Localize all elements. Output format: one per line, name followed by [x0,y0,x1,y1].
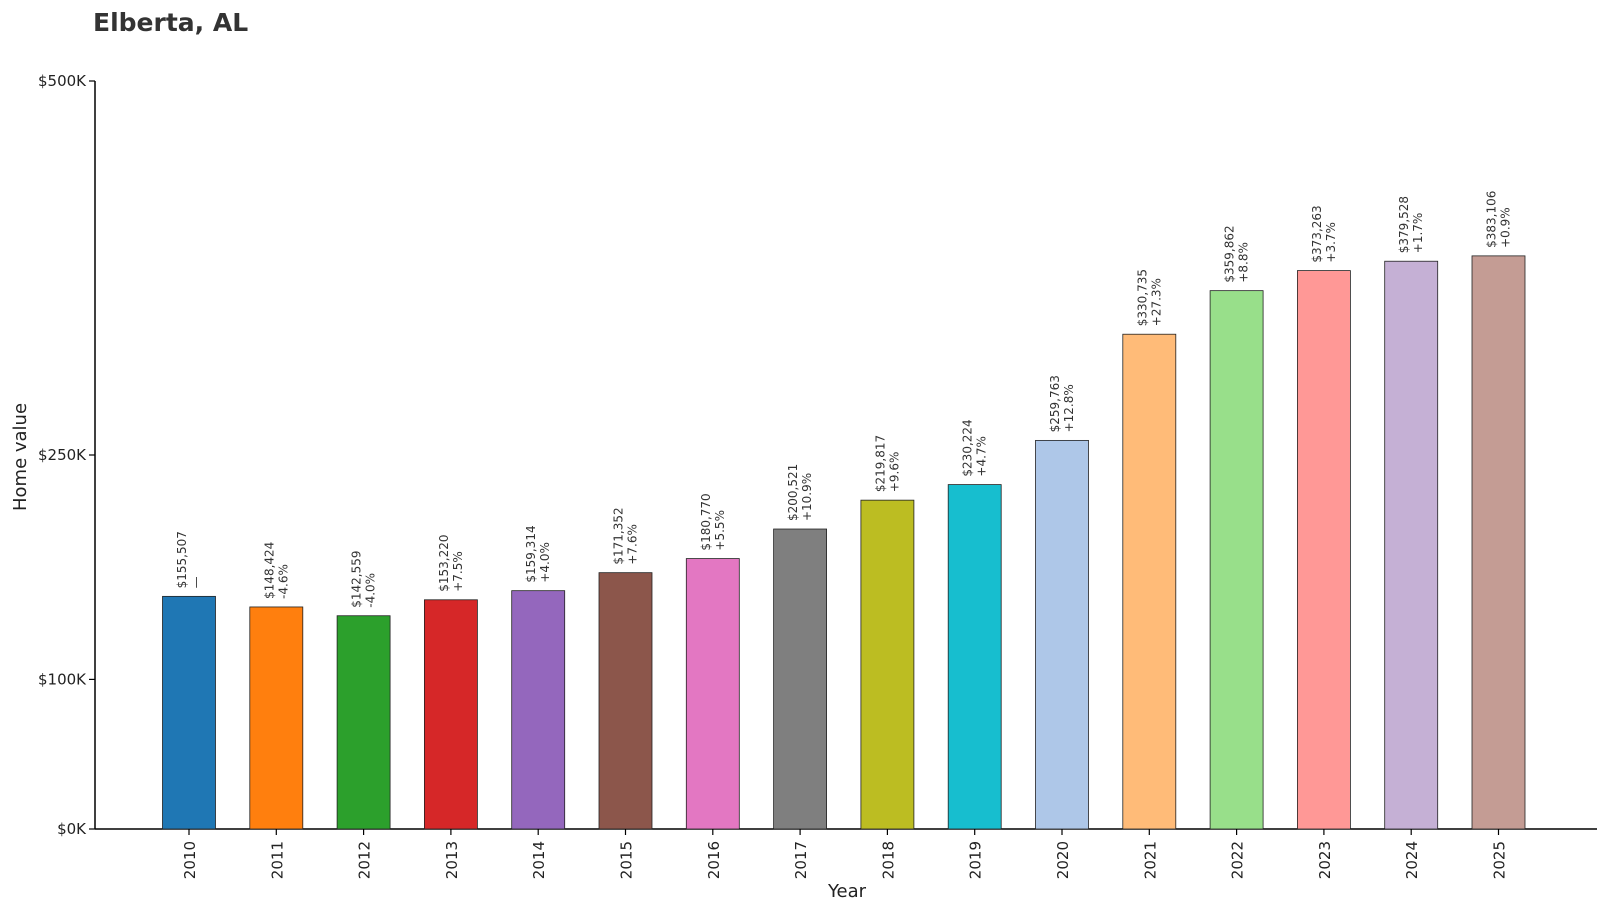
bar-2011[interactable] [249,606,304,830]
value-label: $330,735 [1135,269,1149,326]
bar-2025[interactable] [1471,255,1526,830]
bar-2023[interactable] [1297,270,1351,830]
change-label: +1.7% [1411,213,1425,254]
bar-2024[interactable] [1384,260,1439,830]
x-tick-label: 2017 [792,841,810,879]
plot-area: $0K $100K $250K $500K 2010 $155,507 — 2011 $148,… [38,72,1597,879]
value-label: $200,521 [786,464,800,521]
bar-2016[interactable] [685,558,740,830]
bar-2017[interactable] [773,528,827,830]
value-label: $148,424 [262,542,276,599]
change-label: +4.0% [538,542,552,583]
x-tick-label: 2018 [879,841,897,879]
change-label: +0.9% [1499,207,1513,248]
value-label: $180,770 [699,493,713,550]
value-label: $359,862 [1223,225,1237,282]
x-tick-label: 2012 [356,841,374,879]
value-label: $230,224 [961,419,975,476]
x-tick-label: 2015 [618,841,636,879]
value-label: $155,507 [175,531,189,588]
change-label: -4.0% [364,573,378,608]
x-tick-label: 2013 [443,841,461,879]
change-label: -4.6% [276,564,290,599]
x-tick-label: 2020 [1054,841,1072,879]
change-label: — [189,576,203,588]
change-label: +4.7% [975,436,989,477]
change-label: +9.6% [887,452,901,493]
value-label: $159,314 [524,525,538,582]
bar-2012[interactable] [336,615,391,830]
bar-2013[interactable] [423,599,478,830]
change-label: +10.9% [800,473,814,521]
y-tick-label: $500K [38,72,87,90]
x-tick-label: 2025 [1491,841,1509,879]
bar-2018[interactable] [860,499,915,830]
y-axis-label: Home value [10,403,31,511]
value-label: $153,220 [437,535,451,592]
change-label: +7.6% [626,524,640,565]
x-tick-label: 2016 [705,841,723,879]
y-tick-label: $100K [38,670,87,688]
x-tick-label: 2011 [268,841,286,879]
value-label: $142,559 [350,550,364,607]
bar-2014[interactable] [511,590,566,830]
value-label: $259,763 [1048,375,1062,432]
x-tick-label: 2023 [1316,841,1334,879]
bar-2019[interactable] [947,484,1002,830]
value-label: $171,352 [612,507,626,564]
x-tick-label: 2019 [967,841,985,879]
bar-2020[interactable] [1035,439,1089,830]
change-label: +27.3% [1149,278,1163,326]
change-label: +8.8% [1237,242,1251,283]
bar-2010[interactable] [162,595,216,830]
value-label: $373,263 [1310,205,1324,262]
x-tick-label: 2022 [1229,841,1247,879]
x-tick-label: 2010 [181,841,199,879]
change-label: +3.7% [1324,222,1338,263]
x-axis-label: Year [827,881,867,902]
value-label: $383,106 [1485,191,1499,248]
change-label: +7.5% [451,551,465,592]
bar-2022[interactable] [1209,290,1264,830]
value-label: $379,528 [1397,196,1411,253]
x-tick-label: 2024 [1403,841,1421,879]
bar-2021[interactable] [1122,333,1177,830]
x-tick-label: 2014 [530,841,548,879]
bar-2015[interactable] [598,572,653,830]
value-label: $219,817 [873,435,887,492]
chart-title: Elberta, AL [93,8,248,37]
y-tick-label: $250K [38,446,87,464]
y-tick-label: $0K [57,820,87,838]
x-tick-label: 2021 [1141,841,1159,879]
change-label: +12.8% [1062,384,1076,432]
change-label: +5.5% [713,510,727,551]
